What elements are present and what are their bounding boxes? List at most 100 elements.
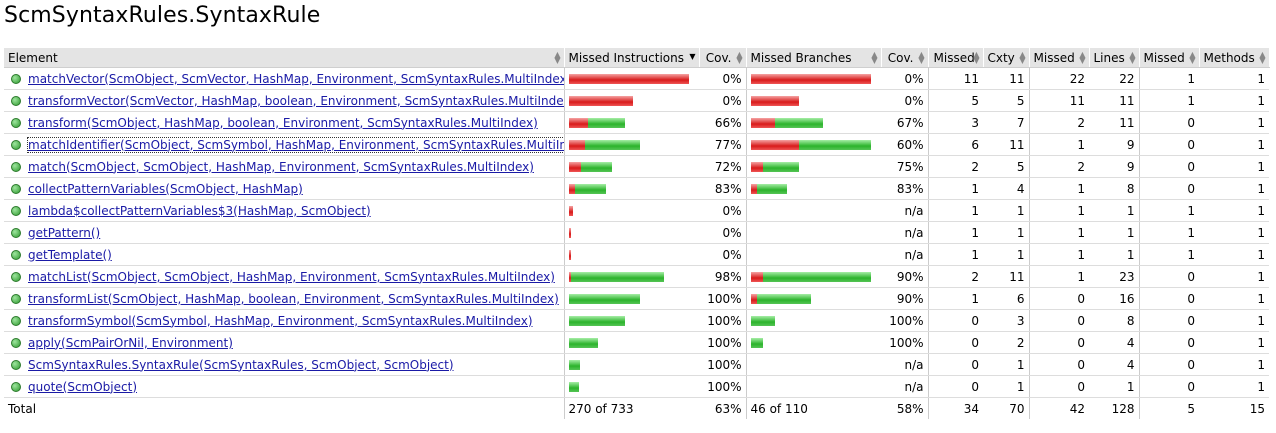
covered-bar — [570, 271, 664, 282]
covered-bar — [568, 359, 580, 370]
branch-bar — [745, 331, 881, 354]
branch-coverage: 75% — [881, 155, 928, 178]
missed-bar — [750, 161, 763, 172]
method-link[interactable]: transformVector(ScmVector, HashMap, bool… — [28, 93, 564, 108]
method-link[interactable]: collectPatternVariables(ScmObject, HashM… — [28, 181, 303, 196]
method-icon — [11, 205, 21, 216]
method-link[interactable]: matchVector(ScmObject, ScmVector, HashMa… — [28, 71, 564, 86]
header-missed-lines[interactable]: Missed ▲ ▼ — [1028, 48, 1090, 68]
missed-complexity: 1 — [927, 221, 983, 244]
sort-icon: ▲ ▼ — [554, 50, 561, 65]
method-link[interactable]: matchIdentifier(ScmObject, ScmSymbol, Ha… — [27, 136, 564, 153]
missed-methods: 0 — [1138, 331, 1199, 354]
method-link[interactable]: quote(ScmObject) — [28, 379, 138, 394]
header-missed-instructions[interactable]: Missed Instructions ▼ — [563, 48, 700, 68]
complexity: 4 — [983, 177, 1029, 200]
header-missed-methods[interactable]: Missed ▲ ▼ — [1138, 48, 1200, 68]
missed-bar — [750, 293, 757, 304]
total-instructions: 270 of 733 — [563, 397, 699, 419]
missed-complexity: 2 — [927, 155, 983, 178]
sort-icon: ▲ ▼ — [1259, 50, 1266, 65]
lines: 1 — [1089, 221, 1139, 244]
method-icon — [11, 359, 21, 370]
instruction-bar — [563, 199, 699, 222]
instruction-coverage: 0% — [699, 89, 746, 112]
header-instruction-coverage[interactable]: Cov. ▲ ▼ — [699, 48, 747, 68]
total-instruction-coverage: 63% — [699, 397, 746, 419]
missed-bar — [568, 117, 588, 128]
header-missed-branches[interactable]: Missed Branches ▲ ▼ — [745, 48, 882, 68]
lines: 1 — [1089, 243, 1139, 266]
branch-bar — [745, 67, 881, 90]
header-complexity[interactable]: Cxty ▲ ▼ — [983, 48, 1030, 68]
header-branch-coverage[interactable]: Cov. ▲ ▼ — [881, 48, 929, 68]
covered-bar — [762, 161, 799, 172]
total-complexity: 70 — [983, 397, 1029, 419]
header-missed-complexity[interactable]: Missed ▲ ▼ — [927, 48, 984, 68]
instruction-bar — [563, 221, 699, 244]
covered-bar — [762, 271, 871, 282]
instruction-coverage: 98% — [699, 265, 746, 288]
missed-complexity: 0 — [927, 309, 983, 332]
header-methods[interactable]: Methods ▲ ▼ — [1199, 48, 1270, 68]
method-icon — [11, 381, 21, 392]
element-cell: transform(ScmObject, HashMap, boolean, E… — [4, 111, 564, 134]
instruction-coverage: 100% — [699, 309, 746, 332]
branch-bar — [745, 265, 881, 288]
methods: 1 — [1199, 177, 1269, 200]
missed-bar — [750, 117, 775, 128]
missed-methods: 0 — [1138, 133, 1199, 156]
instruction-coverage: 0% — [699, 221, 746, 244]
table-row: getPattern() 0% n/a 1 1 1 1 1 1 — [4, 221, 1269, 244]
sort-icon: ▲ ▼ — [1019, 50, 1026, 65]
instruction-bar — [563, 353, 699, 376]
element-cell: collectPatternVariables(ScmObject, HashM… — [4, 177, 564, 200]
methods: 1 — [1199, 243, 1269, 266]
branch-coverage: 90% — [881, 265, 928, 288]
method-link[interactable]: lambda$collectPatternVariables$3(HashMap… — [28, 203, 371, 218]
covered-bar — [587, 117, 625, 128]
complexity: 1 — [983, 199, 1029, 222]
lines: 4 — [1089, 353, 1139, 376]
complexity: 11 — [983, 67, 1029, 90]
complexity: 7 — [983, 111, 1029, 134]
method-link[interactable]: transform(ScmObject, HashMap, boolean, E… — [28, 115, 538, 130]
header-element[interactable]: Element ▲ ▼ — [4, 48, 565, 68]
methods: 1 — [1199, 375, 1269, 398]
method-link[interactable]: match(ScmObject, ScmObject, HashMap, Env… — [28, 159, 534, 174]
instruction-bar — [563, 67, 699, 90]
methods: 1 — [1199, 67, 1269, 90]
branch-bar — [745, 133, 881, 156]
table-row: transform(ScmObject, HashMap, boolean, E… — [4, 111, 1269, 134]
method-link[interactable]: apply(ScmPairOrNil, Environment) — [28, 335, 233, 350]
element-cell: transformSymbol(ScmSymbol, HashMap, Envi… — [4, 309, 564, 332]
method-link[interactable]: getPattern() — [28, 225, 101, 240]
branch-coverage: 60% — [881, 133, 928, 156]
method-link[interactable]: getTemplate() — [28, 247, 112, 262]
sort-icon: ▲ ▼ — [973, 50, 980, 65]
method-link[interactable]: transformSymbol(ScmSymbol, HashMap, Envi… — [28, 313, 533, 328]
branch-coverage: 100% — [881, 331, 928, 354]
element-cell: matchVector(ScmObject, ScmVector, HashMa… — [4, 67, 564, 90]
methods: 1 — [1199, 287, 1269, 310]
table-row: matchList(ScmObject, ScmObject, HashMap,… — [4, 265, 1269, 288]
header-lines[interactable]: Lines ▲ ▼ — [1089, 48, 1140, 68]
methods: 1 — [1199, 111, 1269, 134]
element-cell: apply(ScmPairOrNil, Environment) — [4, 331, 564, 354]
lines: 1 — [1089, 375, 1139, 398]
instruction-bar — [563, 375, 699, 398]
lines: 11 — [1089, 89, 1139, 112]
method-link[interactable]: ScmSyntaxRules.SyntaxRule(ScmSyntaxRules… — [28, 357, 454, 372]
instruction-coverage: 100% — [699, 287, 746, 310]
branch-coverage: n/a — [881, 375, 928, 398]
method-link[interactable]: transformList(ScmObject, HashMap, boolea… — [28, 291, 559, 306]
element-cell: match(ScmObject, ScmObject, HashMap, Env… — [4, 155, 564, 178]
missed-methods: 1 — [1138, 89, 1199, 112]
element-cell: ScmSyntaxRules.SyntaxRule(ScmSyntaxRules… — [4, 353, 564, 376]
branch-bar — [745, 199, 881, 222]
missed-bar — [750, 139, 799, 150]
branch-bar — [745, 243, 881, 266]
total-label: Total — [4, 397, 564, 419]
method-link[interactable]: matchList(ScmObject, ScmObject, HashMap,… — [28, 269, 555, 284]
covered-bar — [798, 139, 871, 150]
